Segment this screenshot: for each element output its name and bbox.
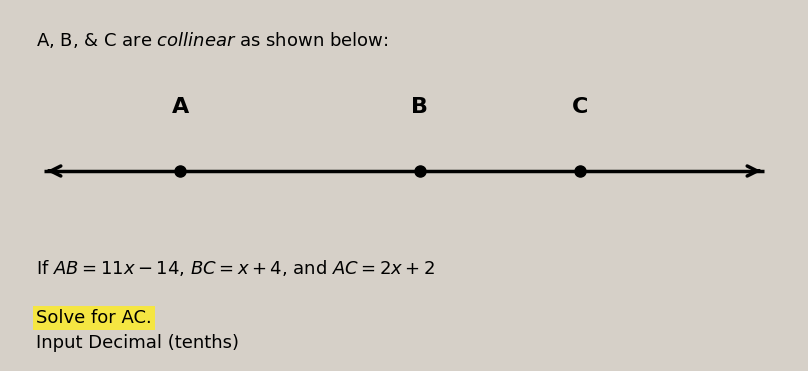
Text: C: C	[572, 96, 588, 116]
Text: Solve for AC.: Solve for AC.	[36, 309, 152, 327]
Text: B: B	[411, 96, 428, 116]
Text: Input Decimal (tenths): Input Decimal (tenths)	[36, 334, 239, 352]
Text: A, B, & C are $\it{collinear}$ as shown below:: A, B, & C are $\it{collinear}$ as shown …	[36, 30, 389, 50]
Text: A: A	[171, 96, 189, 116]
Text: If $AB = 11x - 14$, $BC = x + 4$, and $AC = 2x + 2$: If $AB = 11x - 14$, $BC = x + 4$, and $A…	[36, 258, 436, 278]
